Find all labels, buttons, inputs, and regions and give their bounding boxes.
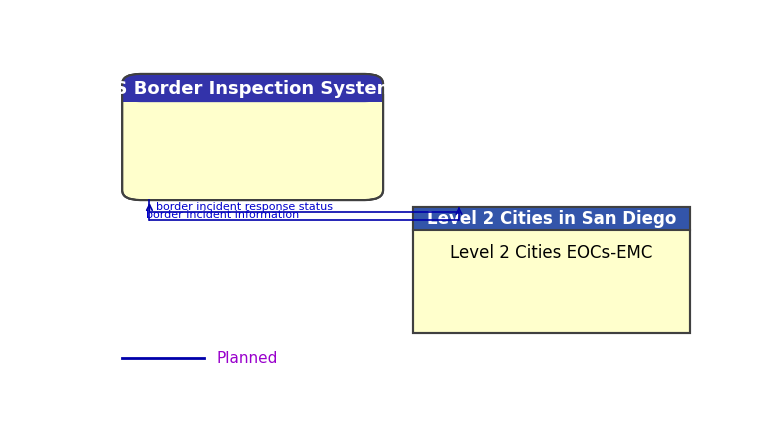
Text: Level 2 Cities in San Diego: Level 2 Cities in San Diego xyxy=(427,210,677,228)
Text: border incident response status: border incident response status xyxy=(156,201,333,211)
Text: Level 2 Cities EOCs-EMC: Level 2 Cities EOCs-EMC xyxy=(450,244,653,261)
FancyBboxPatch shape xyxy=(122,75,383,200)
FancyBboxPatch shape xyxy=(122,75,383,103)
Bar xyxy=(413,207,690,230)
Text: US Border Inspection Systems: US Border Inspection Systems xyxy=(99,80,406,98)
Bar xyxy=(413,207,690,333)
Text: Planned: Planned xyxy=(216,350,278,366)
Bar xyxy=(122,89,383,103)
Bar xyxy=(413,207,690,333)
Text: border incident information: border incident information xyxy=(146,209,300,219)
